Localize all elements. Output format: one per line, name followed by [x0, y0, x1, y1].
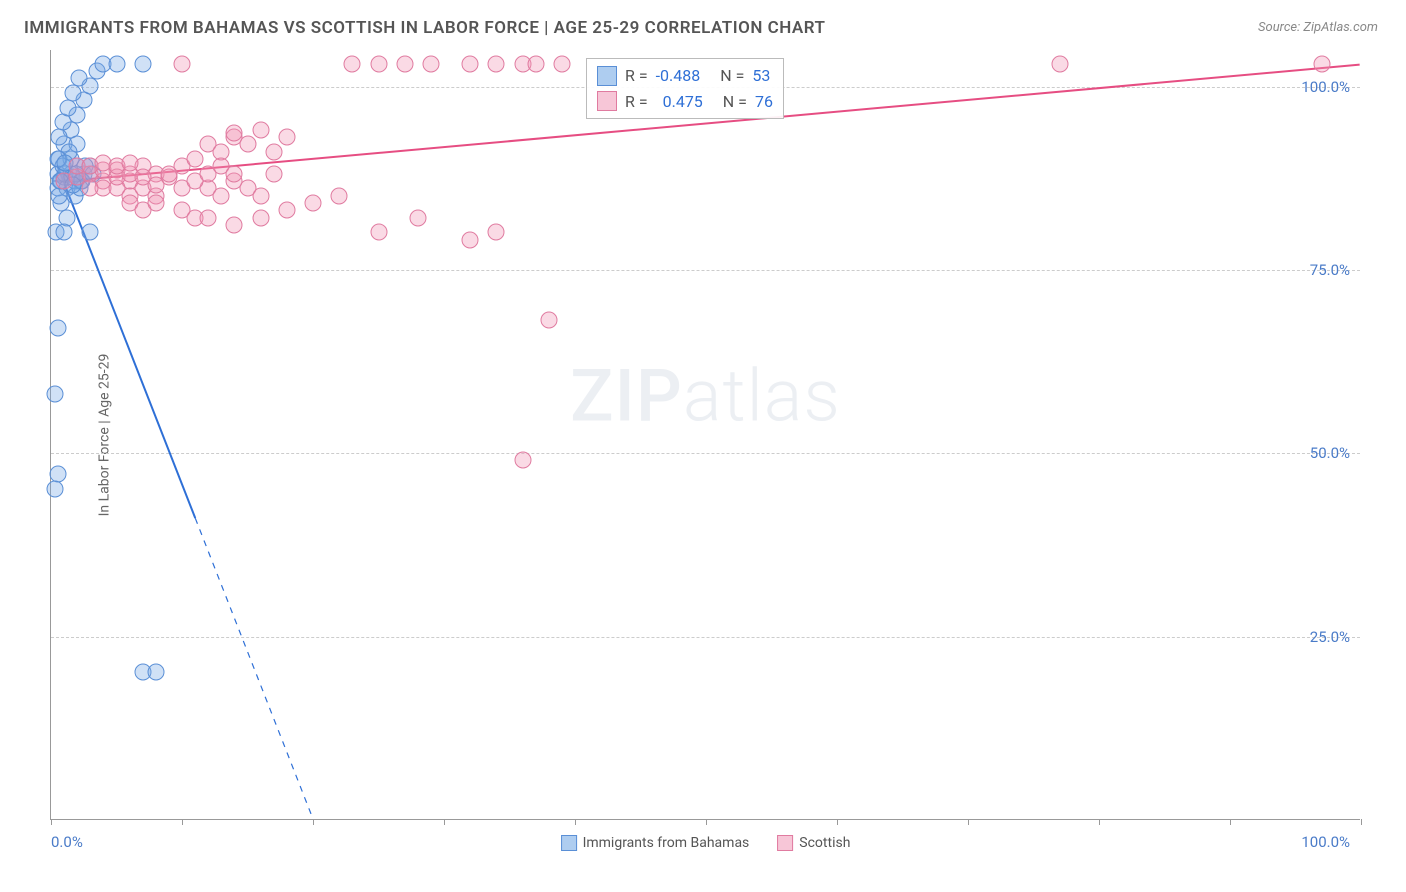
scatter-point — [252, 209, 269, 226]
x-tick — [51, 819, 52, 825]
stats-n-label: N = — [720, 63, 744, 89]
legend-label-1: Immigrants from Bahamas — [583, 835, 750, 851]
scatter-point — [65, 85, 82, 102]
scatter-point — [60, 99, 77, 116]
x-tick — [968, 819, 969, 825]
chart-title: IMMIGRANTS FROM BAHAMAS VS SCOTTISH IN L… — [24, 18, 825, 38]
x-tick — [182, 819, 183, 825]
watermark: ZIPatlas — [570, 354, 841, 439]
scatter-point — [147, 195, 164, 212]
scatter-point — [50, 129, 67, 146]
legend-swatch-1 — [561, 835, 577, 851]
scatter-point — [46, 481, 63, 498]
stats-n-value-1: 53 — [752, 63, 770, 89]
scatter-point — [82, 224, 99, 241]
scatter-point — [121, 154, 138, 171]
scatter-point — [200, 209, 217, 226]
trend-lines-layer — [51, 50, 1360, 819]
scatter-point — [174, 55, 191, 72]
scatter-point — [278, 202, 295, 219]
stats-r-label: R = — [625, 89, 648, 115]
gridline — [51, 270, 1360, 271]
scatter-point — [1313, 55, 1330, 72]
gridline — [51, 637, 1360, 638]
stats-r-value-1: -0.488 — [656, 63, 701, 89]
y-tick-label: 50.0% — [1310, 444, 1350, 462]
legend-label-2: Scottish — [799, 835, 850, 851]
x-tick — [575, 819, 576, 825]
scatter-point — [1051, 55, 1068, 72]
legend-item-2: Scottish — [777, 835, 850, 851]
scatter-point — [488, 224, 505, 241]
scatter-point — [226, 125, 243, 142]
scatter-point — [239, 136, 256, 153]
scatter-point — [331, 187, 348, 204]
stats-row-series-1: R = -0.488 N = 53 — [597, 63, 773, 89]
stats-swatch-1 — [597, 66, 617, 86]
scatter-point — [305, 195, 322, 212]
x-tick — [706, 819, 707, 825]
scatter-point — [226, 217, 243, 234]
stats-r-value-2: 0.475 — [663, 89, 703, 115]
x-axis-start-label: 0.0% — [51, 833, 83, 851]
scatter-point — [514, 451, 531, 468]
scatter-point — [160, 165, 177, 182]
scatter-point — [187, 151, 204, 168]
stats-swatch-2 — [597, 91, 617, 111]
chart-plot-area: In Labor Force | Age 25-29 25.0% 50.0% 75.… — [50, 50, 1360, 820]
scatter-point — [370, 55, 387, 72]
legend: Immigrants from Bahamas Scottish — [561, 835, 851, 851]
scatter-point — [422, 55, 439, 72]
scatter-point — [265, 165, 282, 182]
scatter-point — [108, 55, 125, 72]
scatter-point — [46, 385, 63, 402]
y-tick-label: 25.0% — [1310, 628, 1350, 646]
scatter-point — [396, 55, 413, 72]
scatter-point — [527, 55, 544, 72]
scatter-point — [553, 55, 570, 72]
x-tick — [1099, 819, 1100, 825]
legend-item-1: Immigrants from Bahamas — [561, 835, 750, 851]
x-tick — [313, 819, 314, 825]
scatter-point — [462, 231, 479, 248]
scatter-point — [82, 180, 99, 197]
stats-r-label: R = — [625, 63, 648, 89]
scatter-point — [344, 55, 361, 72]
stats-n-value-2: 76 — [755, 89, 773, 115]
y-axis-label: In Labor Force | Age 25-29 — [96, 353, 112, 516]
stats-row-series-2: R = 0.475 N = 76 — [597, 89, 773, 115]
x-axis-end-label: 100.0% — [1301, 833, 1350, 851]
scatter-point — [50, 187, 67, 204]
y-tick-label: 100.0% — [1301, 78, 1350, 96]
x-tick — [1361, 819, 1362, 825]
source-attribution: Source: ZipAtlas.com — [1258, 20, 1378, 35]
x-tick — [444, 819, 445, 825]
scatter-point — [265, 143, 282, 160]
y-tick-label: 75.0% — [1310, 261, 1350, 279]
scatter-point — [70, 70, 87, 87]
scatter-point — [370, 224, 387, 241]
scatter-point — [147, 664, 164, 681]
scatter-point — [252, 121, 269, 138]
scatter-point — [252, 187, 269, 204]
gridline — [51, 453, 1360, 454]
scatter-point — [213, 187, 230, 204]
scatter-point — [134, 55, 151, 72]
legend-swatch-2 — [777, 835, 793, 851]
scatter-point — [49, 319, 66, 336]
scatter-point — [540, 312, 557, 329]
correlation-stats-box: R = -0.488 N = 53 R = 0.475 N = 76 — [586, 58, 784, 119]
scatter-point — [409, 209, 426, 226]
scatter-point — [54, 114, 71, 131]
scatter-point — [462, 55, 479, 72]
x-tick — [837, 819, 838, 825]
stats-n-label: N = — [723, 89, 747, 115]
scatter-point — [488, 55, 505, 72]
scatter-point — [278, 129, 295, 146]
scatter-point — [56, 224, 73, 241]
x-tick — [1230, 819, 1231, 825]
scatter-point — [226, 165, 243, 182]
